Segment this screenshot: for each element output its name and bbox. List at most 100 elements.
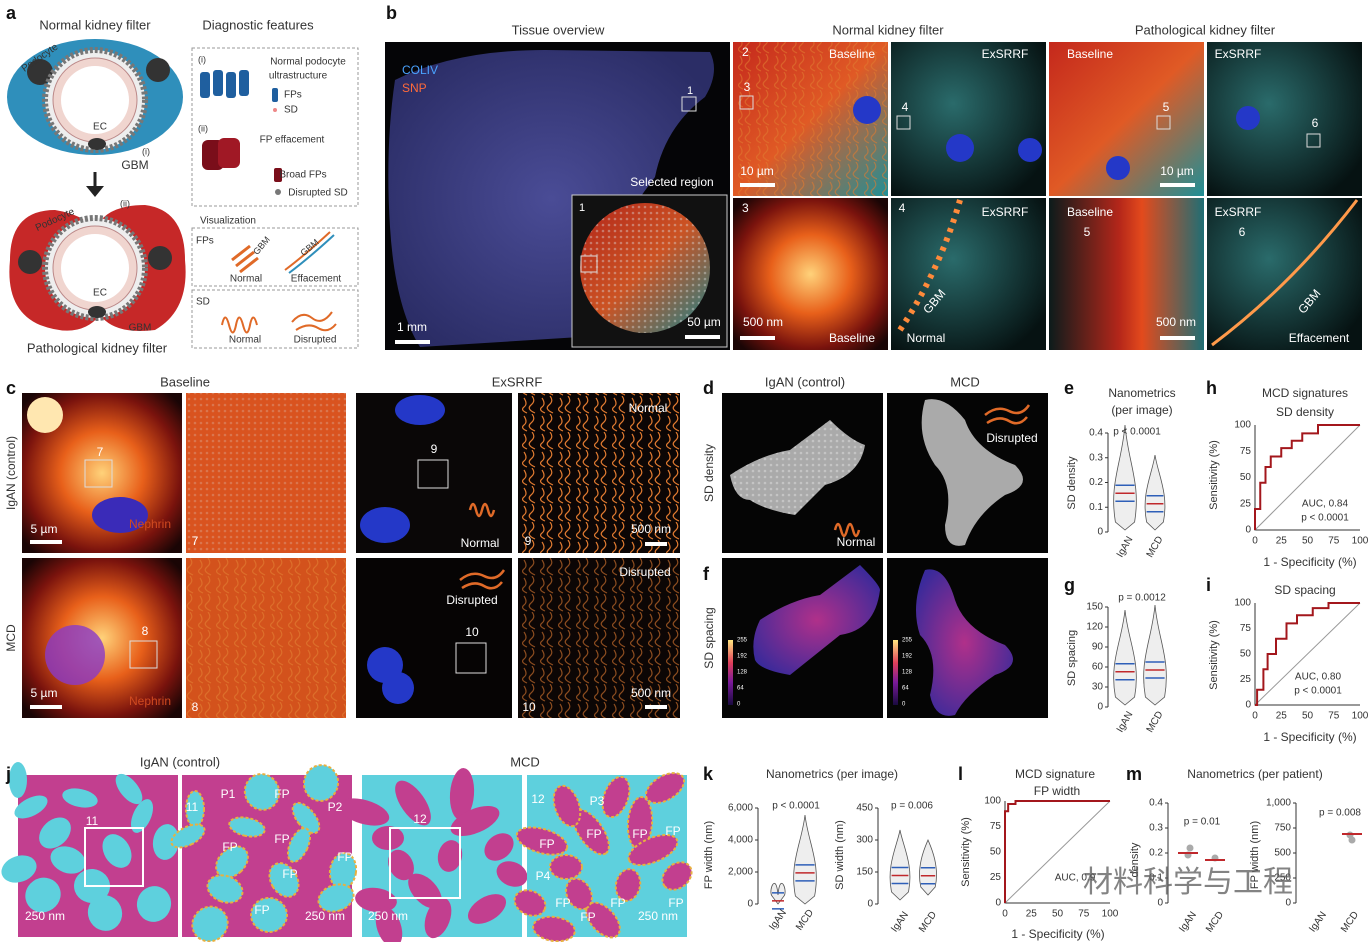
label: (ii)	[120, 198, 130, 208]
roc-curve	[1254, 424, 1360, 530]
label: Baseline	[829, 47, 875, 61]
label: 75	[1328, 711, 1340, 722]
label: IgAN	[1177, 910, 1199, 935]
violin	[793, 814, 817, 905]
label: 0	[1245, 525, 1251, 536]
violin	[1143, 604, 1167, 706]
label: FP	[610, 896, 625, 910]
label: Effacement	[1289, 331, 1350, 345]
label: COLIV	[402, 63, 438, 77]
label: Normal	[907, 331, 946, 345]
label: P2	[328, 800, 343, 814]
label: MCD	[917, 910, 939, 935]
violin	[889, 829, 911, 901]
label: 75	[1240, 623, 1252, 634]
fp-blob	[228, 816, 266, 838]
label: FP	[222, 840, 237, 854]
label: 1 - Specificity (%)	[1263, 555, 1356, 569]
diagram-pathological	[9, 205, 186, 331]
fp-blob	[191, 905, 229, 942]
fp-blob	[25, 877, 61, 913]
label: 64	[737, 686, 744, 692]
label: Normal	[461, 536, 500, 550]
label: IgAN	[1115, 710, 1136, 735]
label: p < 0.0001	[1301, 513, 1349, 524]
label: 100	[1352, 536, 1369, 547]
fp-blob	[206, 874, 244, 904]
label: 7	[97, 445, 104, 459]
label: m	[1126, 764, 1142, 784]
label: 11	[86, 814, 99, 828]
label: 2,000	[728, 867, 753, 878]
fp-blob	[14, 795, 48, 819]
label: Disrupted SD	[288, 188, 347, 199]
label: 50	[1302, 711, 1314, 722]
label: 0.4	[1089, 428, 1103, 439]
label: FP	[586, 827, 601, 841]
label: 25	[990, 872, 1002, 883]
label: Baseline	[160, 374, 210, 389]
label: 250 nm	[368, 909, 408, 923]
label: 0	[867, 899, 873, 910]
label: 300	[856, 835, 873, 846]
label: 500 nm	[631, 686, 671, 700]
label: SD spacing	[1274, 583, 1335, 597]
label: 100	[1234, 598, 1251, 609]
fp-blob	[268, 862, 300, 898]
label: 0	[995, 898, 1001, 909]
label: 100	[984, 796, 1001, 807]
label: P1	[221, 787, 236, 801]
fp-blob	[437, 840, 463, 872]
label: FP	[665, 824, 680, 838]
label: Nanometrics	[1108, 386, 1175, 400]
label: ExSRRF	[492, 374, 543, 389]
label: MCD	[794, 908, 816, 933]
label: 10	[522, 700, 536, 714]
patient-dot	[1186, 844, 1194, 852]
label: 50	[1302, 536, 1314, 547]
label: 0	[1252, 536, 1258, 547]
label: 5 µm	[31, 686, 58, 700]
fp-blob	[338, 798, 390, 826]
arrow-head	[86, 186, 104, 197]
label: 1	[687, 85, 693, 97]
label: e	[1064, 378, 1074, 398]
label: 150	[1086, 602, 1103, 613]
violin	[1144, 454, 1166, 531]
label: IgAN	[889, 910, 911, 935]
label: 0.2	[1089, 477, 1103, 488]
violin	[770, 882, 786, 905]
label: 6	[1312, 116, 1319, 130]
label: Effacement	[291, 274, 342, 285]
fp-blob	[291, 801, 321, 835]
fp-blob	[62, 788, 98, 808]
label: ExSRRF	[1215, 205, 1262, 219]
label: EC	[93, 288, 107, 299]
diagram-normal	[7, 39, 183, 155]
label: 4,000	[728, 835, 753, 846]
label: 0.1	[1149, 873, 1163, 884]
label: FP width (nm)	[703, 821, 715, 889]
label: Baseline	[1067, 47, 1113, 61]
label: 450	[856, 803, 873, 814]
label: Normal	[629, 401, 668, 415]
label: a	[6, 3, 17, 23]
label: Disrupted	[619, 565, 670, 579]
fp-blob	[496, 861, 528, 887]
label: Disrupted	[294, 335, 337, 346]
sd-maps	[722, 393, 1048, 718]
label: FP	[337, 850, 352, 864]
label: Visualization	[200, 216, 256, 227]
label: p < 0.0001	[1113, 427, 1161, 438]
roc-curve	[1004, 800, 1110, 903]
label: 7	[192, 534, 199, 548]
label: 10 µm	[740, 164, 774, 178]
label: 25	[1276, 536, 1288, 547]
label: p = 0.0012	[1118, 593, 1166, 604]
label: SD	[284, 105, 298, 116]
kidney-filter-tiles	[733, 42, 1362, 350]
fp-blob	[152, 824, 180, 860]
label: p = 0.008	[1319, 808, 1361, 819]
label: 50	[1052, 909, 1064, 920]
label: Pathological kidney filter	[1135, 22, 1276, 37]
